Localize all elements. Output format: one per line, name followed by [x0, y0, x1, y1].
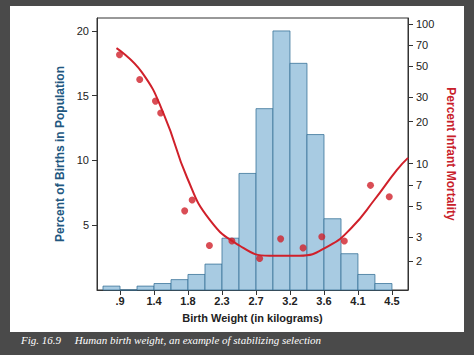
svg-text:50: 50: [416, 60, 428, 72]
svg-text:4.5: 4.5: [384, 295, 399, 307]
svg-text:.9: .9: [115, 295, 124, 307]
svg-text:4.1: 4.1: [350, 295, 365, 307]
svg-text:1.8: 1.8: [180, 295, 195, 307]
svg-text:15: 15: [77, 90, 89, 102]
svg-text:Birth Weight (in kilograms): Birth Weight (in kilograms): [182, 312, 323, 324]
svg-text:Fig. 16.9 Human birth weig: Fig. 16.9 Human birth weight, an example…: [20, 334, 322, 346]
svg-text:10: 10: [416, 158, 428, 170]
svg-text:3.6: 3.6: [316, 295, 331, 307]
svg-text:5: 5: [83, 219, 89, 231]
svg-text:3.2: 3.2: [282, 295, 297, 307]
svg-text:1.4: 1.4: [146, 295, 162, 307]
svg-text:2.7: 2.7: [248, 295, 263, 307]
svg-text:20: 20: [77, 25, 89, 37]
svg-text:20: 20: [416, 116, 428, 128]
svg-text:7: 7: [416, 179, 422, 191]
svg-text:100: 100: [416, 18, 434, 30]
svg-text:2: 2: [416, 255, 422, 267]
svg-text:30: 30: [416, 91, 428, 103]
svg-text:10: 10: [77, 154, 89, 166]
svg-text:3: 3: [416, 231, 422, 243]
svg-text:Percent Infant Mortality: Percent Infant Mortality: [444, 87, 458, 221]
svg-text:Percent of Births in Populatio: Percent of Births in Population: [53, 66, 67, 242]
svg-text:2.3: 2.3: [214, 295, 229, 307]
svg-text:5: 5: [416, 200, 422, 212]
svg-text:70: 70: [416, 39, 428, 51]
